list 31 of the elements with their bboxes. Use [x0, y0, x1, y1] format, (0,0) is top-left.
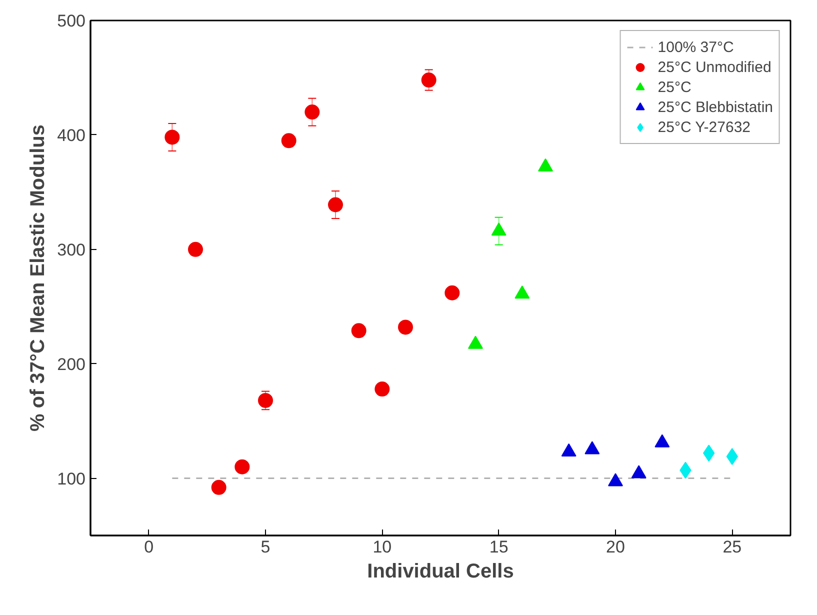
- x-tick-label: 10: [372, 538, 392, 556]
- x-axis-title: Individual Cells: [367, 560, 514, 582]
- point: [421, 72, 436, 88]
- legend-label: 25°C Blebbistatin: [658, 98, 773, 116]
- x-tick-label: 0: [144, 538, 154, 556]
- point: [328, 197, 343, 212]
- y-axis-title: % of 37°C Mean Elastic Modulus: [27, 124, 50, 432]
- point: [234, 459, 250, 474]
- point: [374, 382, 390, 396]
- y-tick-label: 100: [57, 469, 86, 488]
- point: [211, 480, 226, 495]
- point: [188, 242, 203, 257]
- point: [444, 285, 460, 300]
- point: [258, 392, 273, 408]
- y-tick-label: 400: [57, 126, 86, 145]
- legend-label: 100% 37°C: [658, 38, 734, 56]
- y-tick-label: 300: [57, 240, 86, 260]
- x-tick-label: 15: [489, 538, 508, 556]
- y-tick-label: 200: [57, 354, 86, 374]
- point: [164, 130, 180, 145]
- x-tick-label: 25: [722, 538, 742, 556]
- point: [398, 320, 413, 335]
- legend-label: 25°C: [658, 78, 692, 96]
- point: [304, 104, 320, 120]
- legend-label: 25°C Unmodified: [658, 58, 772, 76]
- legend-label: 25°C Y-27632: [658, 118, 751, 136]
- point: [351, 323, 366, 338]
- x-tick-label: 20: [606, 538, 625, 556]
- point: [281, 133, 296, 148]
- y-tick-label: 500: [57, 12, 86, 30]
- x-tick-label: 5: [260, 538, 270, 556]
